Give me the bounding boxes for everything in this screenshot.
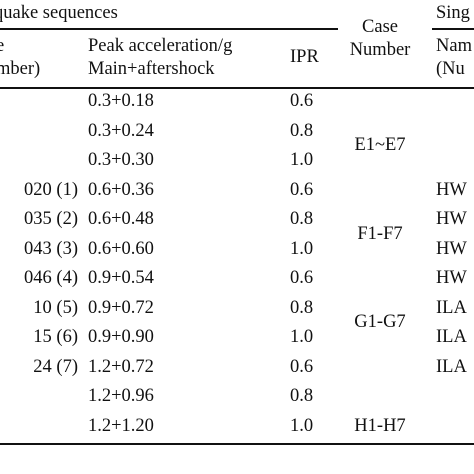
peak-cell: 1.2+1.20	[88, 415, 154, 436]
single-name-cell: ILA	[436, 297, 467, 318]
peak-header-line1: Peak acceleration/g	[88, 36, 233, 56]
single-name-cell: HW	[436, 209, 467, 229]
group-underline	[0, 28, 338, 30]
ipr-cell: 0.8	[290, 120, 314, 141]
peak-cell: 0.3+0.30	[88, 150, 154, 170]
table-bottom-rule	[0, 443, 474, 445]
single-header-title: Sing	[436, 3, 470, 23]
ipr-cell: 1.0	[290, 327, 314, 347]
peak-cell: 0.9+0.54	[88, 268, 154, 288]
peak-cell: 0.6+0.48	[88, 209, 154, 229]
ipr-cell: 1.0	[290, 238, 314, 259]
peak-cell: 0.9+0.72	[88, 297, 154, 318]
single-underline	[432, 28, 474, 30]
sequence-name-cell: 24 (7)	[33, 356, 78, 377]
case-number-cell: F1-F7	[357, 223, 403, 244]
peak-cell: 0.9+0.90	[88, 327, 154, 347]
case-number-cell: E1~E7	[354, 135, 406, 156]
ipr-cell: 0.8	[290, 297, 314, 318]
ipr-header: IPR	[290, 47, 319, 67]
ipr-cell: 1.0	[290, 415, 314, 436]
peak-cell: 0.3+0.18	[88, 91, 154, 111]
single-name-cell: ILA	[436, 356, 467, 377]
case-header-line1: Case	[362, 17, 398, 37]
header-bottom-rule	[0, 87, 474, 89]
peak-cell: 1.2+0.96	[88, 386, 154, 406]
ipr-cell: 0.8	[290, 386, 314, 406]
sequence-name-cell: 046 (4)	[24, 268, 78, 288]
peak-cell: 0.6+0.36	[88, 179, 154, 200]
sequence-name-cell: 10 (5)	[33, 297, 78, 318]
sequence-name-cell: 043 (3)	[24, 238, 78, 259]
single-number-header: (Nu	[436, 59, 465, 79]
peak-header-line2: Main+aftershock	[88, 59, 215, 79]
ipr-cell: 0.6	[290, 179, 314, 200]
case-header-line2: Number	[349, 40, 411, 60]
ipr-cell: 0.6	[290, 268, 314, 288]
sequence-name-cell: 15 (6)	[33, 327, 78, 347]
single-name-cell: HW	[436, 268, 467, 288]
ipr-cell: 0.6	[290, 91, 314, 111]
case-number-cell: H1-H7	[354, 415, 406, 436]
peak-cell: 1.2+0.72	[88, 356, 154, 377]
case-number-cell: G1-G7	[354, 312, 406, 333]
name-header-line2: mber)	[0, 59, 41, 79]
sequence-name-cell: 035 (2)	[24, 209, 78, 229]
single-name-header: Nam	[436, 36, 472, 56]
single-name-cell: HW	[436, 179, 467, 200]
sequence-name-cell: 020 (1)	[24, 179, 78, 200]
ipr-cell: 0.6	[290, 356, 314, 377]
single-name-cell: ILA	[436, 327, 467, 347]
peak-cell: 0.3+0.24	[88, 120, 154, 141]
ipr-cell: 1.0	[290, 150, 314, 170]
group-title: quake sequences	[0, 3, 118, 23]
name-header-line1: e	[0, 36, 5, 56]
ipr-cell: 0.8	[290, 209, 314, 229]
peak-cell: 0.6+0.60	[88, 238, 154, 259]
single-name-cell: HW	[436, 238, 467, 259]
